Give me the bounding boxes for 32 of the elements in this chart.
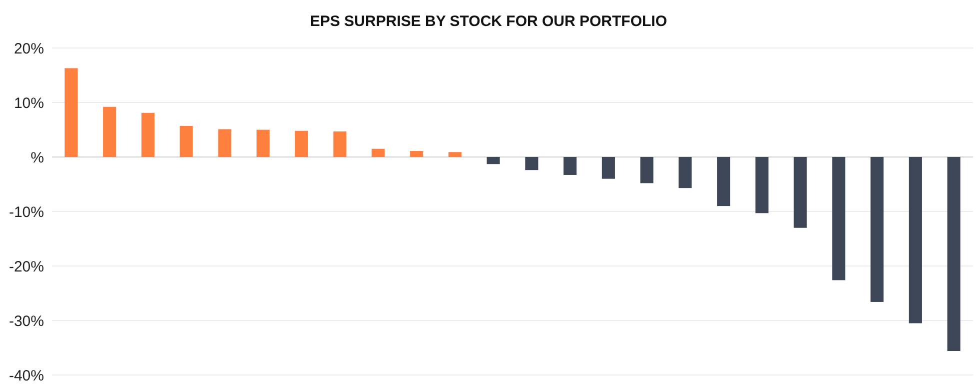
bar	[103, 106, 116, 157]
bar	[947, 157, 960, 352]
bar	[294, 130, 308, 157]
y-tick-label: 20%	[14, 40, 44, 58]
bar	[678, 157, 692, 188]
y-tick-label: %	[30, 149, 44, 166]
bar	[832, 157, 846, 280]
bar	[486, 157, 500, 164]
bar	[448, 152, 462, 157]
bar	[794, 157, 807, 228]
bar	[180, 126, 193, 157]
bar	[908, 157, 922, 324]
y-tick-label: -30%	[8, 312, 44, 330]
bar	[717, 157, 730, 206]
chart-title: EPS SURPRISE BY STOCK FOR OUR PORTFOLIO	[310, 13, 668, 30]
bar	[256, 130, 270, 157]
y-tick-label: -20%	[8, 258, 44, 276]
bar	[755, 157, 768, 214]
bar	[333, 131, 346, 157]
bar	[410, 151, 424, 157]
bar	[640, 157, 654, 184]
bar	[218, 129, 232, 157]
y-tick-label: -10%	[8, 204, 44, 221]
bar	[525, 157, 538, 170]
bar	[564, 157, 577, 175]
bar	[141, 112, 154, 157]
y-tick-label: 10%	[14, 94, 44, 112]
bar	[870, 157, 884, 302]
bar	[372, 148, 385, 157]
bar	[64, 68, 78, 157]
y-tick-label: -40%	[8, 367, 44, 384]
bar	[602, 157, 615, 179]
